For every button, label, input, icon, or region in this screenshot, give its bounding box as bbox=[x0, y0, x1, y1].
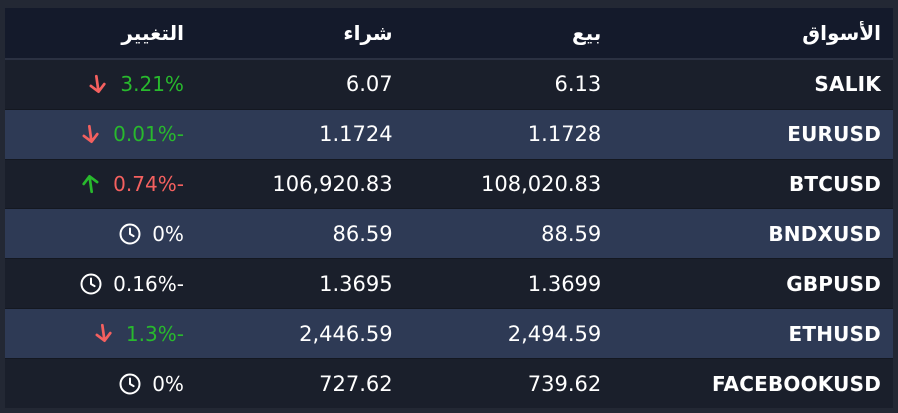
clock-icon bbox=[79, 272, 103, 296]
table-row[interactable]: FACEBOOKUSD 739.62 727.62 0% bbox=[5, 359, 893, 408]
market-symbol: FACEBOOKUSD bbox=[711, 371, 881, 396]
change-cell: -0.01% bbox=[5, 121, 196, 148]
markets-table: الأسواق بيع شراء التغيير SALIK 6.13 6.07… bbox=[5, 8, 893, 408]
col-header-markets: الأسواق bbox=[802, 20, 881, 45]
sell-price: 1.3699 bbox=[527, 271, 602, 296]
buy-price: 1.3695 bbox=[319, 271, 393, 296]
change-percent: -0.01% bbox=[113, 122, 184, 147]
buy-price: 106,920.83 bbox=[272, 171, 393, 196]
buy-price: 86.59 bbox=[332, 221, 393, 246]
change-cell: -0.74% bbox=[5, 170, 196, 197]
change-percent: 3.21% bbox=[120, 72, 184, 97]
market-symbol: BTCUSD bbox=[788, 171, 881, 196]
clock-icon bbox=[118, 372, 142, 396]
table-row[interactable]: EURUSD 1.1728 1.1724 -0.01% bbox=[5, 109, 893, 160]
change-percent: -1.3% bbox=[125, 321, 184, 346]
change-cell: 0% bbox=[5, 372, 196, 396]
table-row[interactable]: GBPUSD 1.3699 1.3695 -0.16% bbox=[5, 259, 893, 310]
sell-price: 88.59 bbox=[541, 221, 602, 246]
clock-icon bbox=[118, 222, 142, 246]
table-row[interactable]: BNDXUSD 88.59 86.59 0% bbox=[5, 209, 893, 260]
buy-price: 1.1724 bbox=[319, 122, 393, 147]
buy-price: 727.62 bbox=[319, 371, 393, 396]
table-header: الأسواق بيع شراء التغيير bbox=[5, 8, 893, 60]
sell-price: 1.1728 bbox=[527, 122, 602, 147]
arrow-up-icon bbox=[76, 170, 105, 197]
market-symbol: GBPUSD bbox=[786, 271, 881, 296]
col-header-change: التغيير bbox=[121, 20, 184, 45]
change-cell: -0.16% bbox=[5, 272, 196, 296]
market-symbol: SALIK bbox=[814, 72, 881, 97]
table-row[interactable]: BTCUSD 108,020.83 106,920.83 -0.74% bbox=[5, 159, 893, 210]
col-header-buy: شراء bbox=[343, 20, 393, 45]
change-cell: 3.21% bbox=[5, 71, 196, 98]
market-symbol: BNDXUSD bbox=[768, 221, 881, 246]
buy-price: 2,446.59 bbox=[299, 321, 393, 346]
sell-price: 2,494.59 bbox=[507, 321, 602, 346]
arrow-down-icon bbox=[89, 320, 118, 347]
change-percent: -0.74% bbox=[113, 171, 184, 196]
sell-price: 739.62 bbox=[527, 371, 602, 396]
change-cell: 0% bbox=[5, 222, 196, 246]
market-symbol: ETHUSD bbox=[788, 321, 881, 346]
sell-price: 108,020.83 bbox=[481, 171, 602, 196]
change-percent: -0.16% bbox=[113, 271, 184, 296]
arrow-down-icon bbox=[76, 121, 105, 148]
buy-price: 6.07 bbox=[345, 72, 393, 97]
table-row[interactable]: SALIK 6.13 6.07 3.21% bbox=[5, 59, 893, 110]
change-percent: 0% bbox=[152, 221, 184, 246]
change-cell: -1.3% bbox=[5, 320, 196, 347]
sell-price: 6.13 bbox=[554, 72, 602, 97]
col-header-sell: بيع bbox=[571, 20, 602, 45]
change-percent: 0% bbox=[152, 371, 184, 396]
arrow-down-icon bbox=[84, 71, 113, 98]
table-body: SALIK 6.13 6.07 3.21% EURUSD 1.1728 1.17… bbox=[5, 59, 893, 408]
table-row[interactable]: ETHUSD 2,494.59 2,446.59 -1.3% bbox=[5, 309, 893, 360]
market-symbol: EURUSD bbox=[787, 122, 881, 147]
